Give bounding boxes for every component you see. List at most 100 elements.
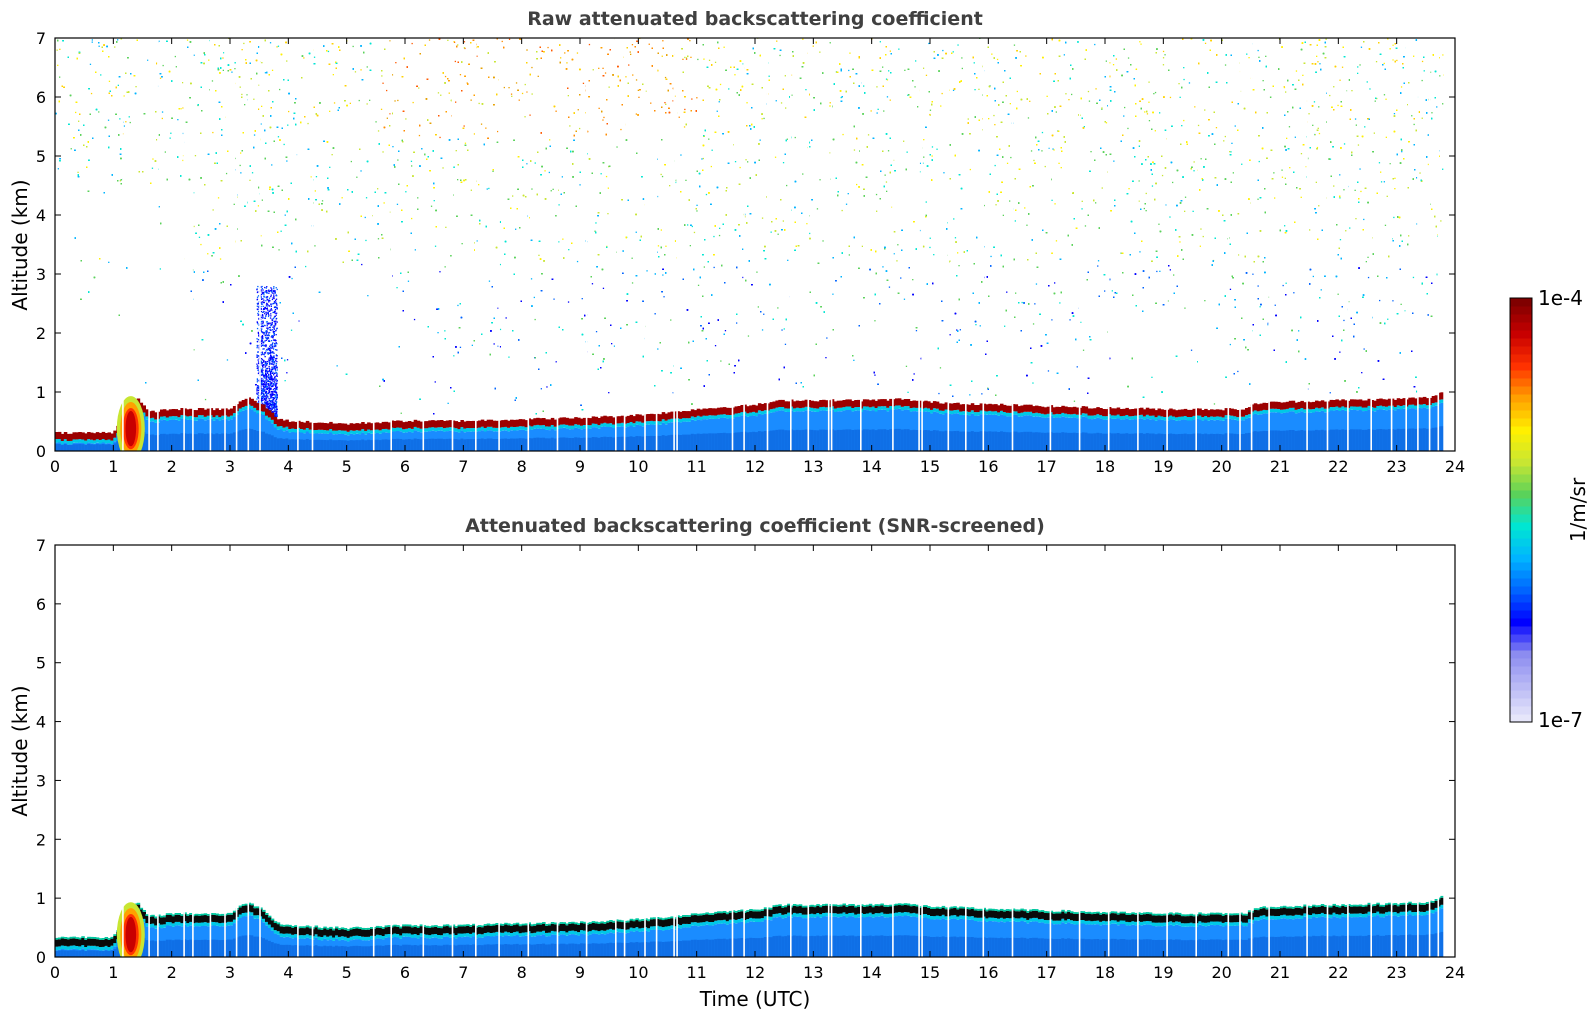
x-tick-label: 19 (1153, 457, 1173, 476)
y-tick-label: 2 (36, 324, 46, 343)
colorbar-segment (1510, 442, 1532, 451)
colorbar-max-label: 1e-4 (1538, 286, 1583, 310)
x-tick-label: 8 (517, 963, 527, 982)
x-tick-label: 12 (745, 963, 765, 982)
x-tick-label: 6 (400, 457, 410, 476)
heatmap-area (55, 545, 1455, 957)
colorbar-segment (1510, 554, 1532, 563)
y-tick-label: 0 (36, 948, 46, 967)
colorbar-segment (1510, 466, 1532, 475)
colorbar-segment (1510, 410, 1532, 419)
colorbar (1509, 297, 1533, 723)
x-axis: 0 1 2 3 4 5 6 7 8 9 10 11 12 13 14 15 16 17 18 19 20 21 22 23 24 (50, 38, 1465, 476)
colorbar-segment (1510, 434, 1532, 443)
colorbar-segment (1510, 562, 1532, 571)
x-tick-label: 12 (745, 457, 765, 476)
colorbar-segment (1510, 378, 1532, 387)
colorbar-segment (1510, 386, 1532, 395)
x-tick-label: 7 (458, 457, 468, 476)
x-tick-label: 16 (978, 457, 998, 476)
colorbar-segment (1510, 354, 1532, 363)
colorbar-segment (1510, 322, 1532, 331)
colorbar-segment (1510, 586, 1532, 595)
colorbar-segment (1510, 498, 1532, 507)
x-tick-label: 17 (1036, 457, 1056, 476)
colorbar-segment (1510, 514, 1532, 523)
x-tick-label: 24 (1445, 457, 1465, 476)
colorbar-segment (1510, 618, 1532, 627)
bottom-panel-y-axis-label: Altitude (km) (8, 685, 32, 816)
x-tick-label: 5 (342, 963, 352, 982)
x-tick-label: 18 (1095, 457, 1115, 476)
colorbar-segment (1510, 346, 1532, 355)
x-tick-label: 22 (1328, 457, 1348, 476)
colorbar-segment (1510, 426, 1532, 435)
data-gap-lines (122, 545, 1440, 957)
heatmap-area (55, 38, 1455, 451)
x-tick-label: 11 (686, 457, 706, 476)
colorbar-segment (1510, 506, 1532, 515)
plot-frame (54, 544, 1456, 958)
colorbar-segment (1510, 522, 1532, 531)
colorbar-segment (1510, 674, 1532, 683)
x-tick-label: 7 (458, 963, 468, 982)
y-tick-label: 4 (36, 713, 46, 732)
plot-frame (54, 37, 1456, 452)
colorbar-segment (1510, 698, 1532, 707)
colorbar-segment (1510, 394, 1532, 403)
colorbar-segment (1510, 530, 1532, 539)
colorbar-segment (1510, 706, 1532, 715)
colorbar-segment (1510, 338, 1532, 347)
colorbar-segment (1510, 690, 1532, 699)
data-gap-lines (122, 38, 1440, 451)
x-tick-label: 0 (50, 457, 60, 476)
colorbar-segment (1510, 594, 1532, 603)
y-tick-label: 5 (36, 654, 46, 673)
colorbar-segment (1510, 362, 1532, 371)
colorbar-segment (1510, 682, 1532, 691)
colorbar-frame (1509, 297, 1533, 723)
colorbar-segment (1510, 418, 1532, 427)
y-tick-label: 6 (36, 595, 46, 614)
x-tick-label: 13 (803, 457, 823, 476)
x-tick-label: 0 (50, 963, 60, 982)
x-tick-label: 4 (283, 963, 293, 982)
y-tick-label: 1 (36, 383, 46, 402)
colorbar-segment (1510, 474, 1532, 483)
x-tick-label: 16 (978, 963, 998, 982)
colorbar-segment (1510, 666, 1532, 675)
colorbar-segment (1510, 610, 1532, 619)
colorbar-segment (1510, 450, 1532, 459)
x-tick-label: 5 (342, 457, 352, 476)
colorbar-segment (1510, 634, 1532, 643)
y-axis: 0 1 2 3 4 5 6 7 (36, 29, 1455, 461)
colorbar-unit-label: 1/m/sr (1566, 478, 1590, 542)
y-tick-label: 6 (36, 88, 46, 107)
aerosol-plume (116, 902, 145, 957)
colorbar-segment (1510, 658, 1532, 667)
colorbar-segment (1510, 370, 1532, 379)
x-tick-label: 8 (517, 457, 527, 476)
x-tick-label: 9 (575, 457, 585, 476)
colorbar-segment (1510, 298, 1532, 307)
colorbar-segment (1510, 458, 1532, 467)
x-tick-label: 24 (1445, 963, 1465, 982)
x-tick-label: 23 (1386, 963, 1406, 982)
x-tick-label: 13 (803, 963, 823, 982)
x-tick-label: 11 (686, 963, 706, 982)
colorbar-segment (1510, 602, 1532, 611)
y-tick-label: 5 (36, 147, 46, 166)
x-tick-label: 4 (283, 457, 293, 476)
x-tick-label: 10 (628, 457, 648, 476)
x-tick-label: 3 (225, 963, 235, 982)
colorbar-segment (1510, 642, 1532, 651)
colorbar-segment (1510, 538, 1532, 547)
colorbar-segment (1510, 482, 1532, 491)
x-tick-label: 1 (108, 963, 118, 982)
colorbar-segment (1510, 714, 1532, 723)
panel-raw: 0 1 2 3 4 5 6 7 8 9 10 11 12 13 14 15 16 17 18 19 20 21 22 23 24… (36, 29, 1465, 476)
colorbar-segment (1510, 626, 1532, 635)
colorbar-segment (1510, 314, 1532, 323)
y-tick-label: 7 (36, 29, 46, 48)
